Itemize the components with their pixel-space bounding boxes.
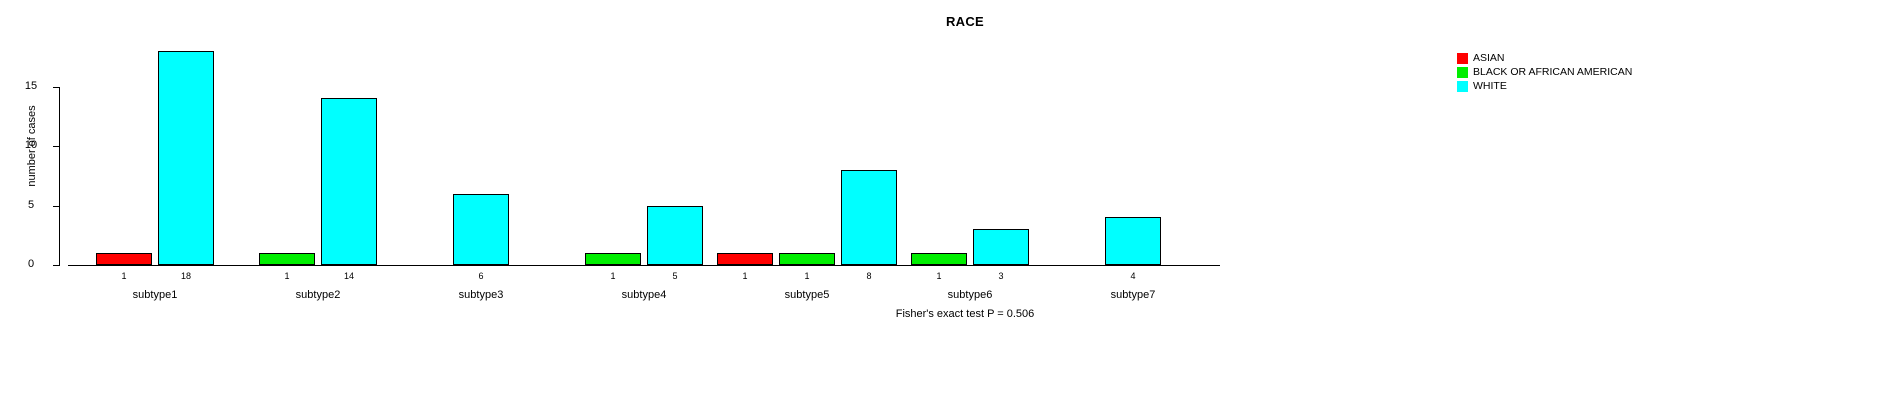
legend-item[interactable]: ASIAN (1457, 52, 1632, 65)
group-label: subtype5 (784, 289, 830, 301)
legend: ASIAN BLACK OR AFRICAN AMERICAN WHITE (1457, 52, 1632, 94)
bar[interactable] (717, 253, 773, 265)
bar-count-label: 1 (610, 271, 616, 281)
bar-count-label: 1 (936, 271, 942, 281)
legend-item[interactable]: BLACK OR AFRICAN AMERICAN (1457, 66, 1632, 79)
group-baseline (394, 265, 568, 266)
bar-count-label: 1 (121, 271, 127, 281)
bar[interactable] (96, 253, 152, 265)
bar-count-label: 1 (284, 271, 290, 281)
legend-swatch-icon (1457, 67, 1468, 78)
footnote: Fisher's exact test P = 0.506 (895, 308, 1035, 320)
bar[interactable] (841, 169, 897, 265)
bar[interactable] (647, 205, 703, 265)
legend-item-label: BLACK OR AFRICAN AMERICAN (1473, 66, 1633, 78)
bar-count-label: 4 (1130, 271, 1136, 281)
bar[interactable] (158, 50, 214, 265)
y-axis-tick-label: 5 (27, 198, 35, 211)
bar[interactable] (973, 229, 1029, 265)
group-baseline (883, 265, 1057, 266)
bar-count-label: 14 (343, 271, 354, 281)
bar[interactable] (259, 253, 315, 265)
legend-item-label: ASIAN (1473, 52, 1505, 64)
y-axis-tick (53, 205, 60, 207)
bar-count-label: 1 (804, 271, 810, 281)
y-axis-tick-label: 0 (27, 258, 35, 270)
legend-swatch-icon (1457, 53, 1468, 64)
group-label: subtype3 (458, 289, 504, 301)
bar[interactable] (585, 253, 641, 265)
group-baseline (557, 265, 731, 266)
bar[interactable] (911, 253, 967, 265)
bar-count-label: 1 (742, 271, 748, 281)
bar[interactable] (1105, 217, 1161, 265)
bar-count-label: 6 (478, 271, 484, 281)
group-baseline (720, 265, 894, 266)
y-axis-line (59, 86, 60, 265)
bar[interactable] (321, 98, 377, 265)
legend-item-label: WHITE (1473, 80, 1507, 92)
bar[interactable] (779, 253, 835, 265)
legend-swatch-icon (1457, 81, 1468, 92)
y-axis-tick (53, 86, 60, 88)
group-label: subtype4 (621, 289, 667, 301)
legend-item[interactable]: WHITE (1457, 80, 1632, 93)
group-label: subtype1 (132, 289, 178, 301)
group-label: subtype7 (1110, 289, 1156, 301)
group-baseline (68, 265, 242, 266)
y-axis-tick-label: 15 (24, 79, 38, 92)
group-label: subtype2 (295, 289, 341, 301)
group-baseline (231, 265, 405, 266)
page-title: RACE (945, 14, 985, 29)
bar-count-label: 5 (672, 271, 678, 281)
bar-count-label: 18 (180, 271, 191, 281)
y-axis-tick (53, 265, 60, 266)
y-axis-tick-label: 10 (24, 139, 38, 151)
group-label: subtype6 (947, 289, 993, 301)
bar-count-label: 8 (866, 271, 872, 281)
bar[interactable] (453, 193, 509, 265)
bar-count-label: 3 (998, 271, 1004, 281)
y-axis-tick (53, 146, 60, 147)
group-baseline (1046, 265, 1220, 266)
